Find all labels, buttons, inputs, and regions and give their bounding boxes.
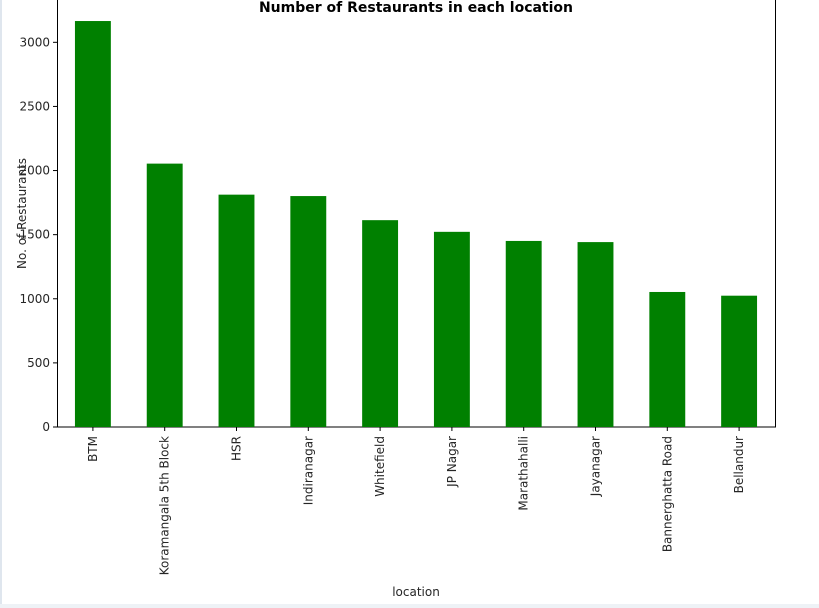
bar-2 (218, 194, 255, 427)
bar-4 (362, 220, 399, 427)
bar-6 (505, 240, 542, 427)
bar-3 (290, 196, 327, 427)
x-tick-label: Whitefield (373, 436, 387, 497)
y-axis-label: No. of Restaurants (15, 158, 29, 269)
x-tick-label: BTM (86, 436, 100, 462)
y-tick-label: 3000 (19, 35, 50, 49)
window-bottom-border (0, 604, 819, 608)
x-tick-label: HSR (230, 436, 244, 461)
x-tick-label: Marathahalli (517, 436, 531, 511)
bar-1 (146, 163, 183, 428)
x-tick-label: Indiranagar (301, 436, 315, 505)
x-tick-label: Koramangala 5th Block (158, 436, 172, 575)
x-tick-label: Bannerghatta Road (660, 436, 674, 552)
bar-7 (577, 242, 614, 427)
plot-area-frame (57, 0, 776, 428)
bar-9 (721, 295, 758, 427)
y-tick-label: 1500 (19, 228, 50, 242)
bars-group (74, 21, 758, 428)
window-left-border (0, 0, 2, 608)
x-tick-label: Jayanagar (589, 436, 603, 497)
x-axis-ticks: BTM Koramangala 5th Block HSR Indiranagar Wh… (86, 427, 746, 575)
y-tick-label: 2000 (19, 164, 50, 178)
chart-title: Number of Restaurants in each location (259, 0, 573, 16)
y-tick-label: 2500 (19, 99, 50, 113)
bar-5 (433, 231, 470, 427)
bar-8 (649, 291, 686, 427)
x-tick-label: JP Nagar (445, 436, 459, 488)
y-tick-label: 1000 (19, 292, 50, 306)
x-tick-label: Bellandur (732, 436, 746, 493)
y-tick-label: 500 (27, 356, 50, 370)
y-tick-label: 0 (42, 420, 50, 434)
y-axis-ticks: 0 500 1000 1500 2000 2500 3000 (19, 35, 57, 434)
x-axis-label: location (392, 585, 440, 599)
bar-0 (74, 21, 111, 428)
